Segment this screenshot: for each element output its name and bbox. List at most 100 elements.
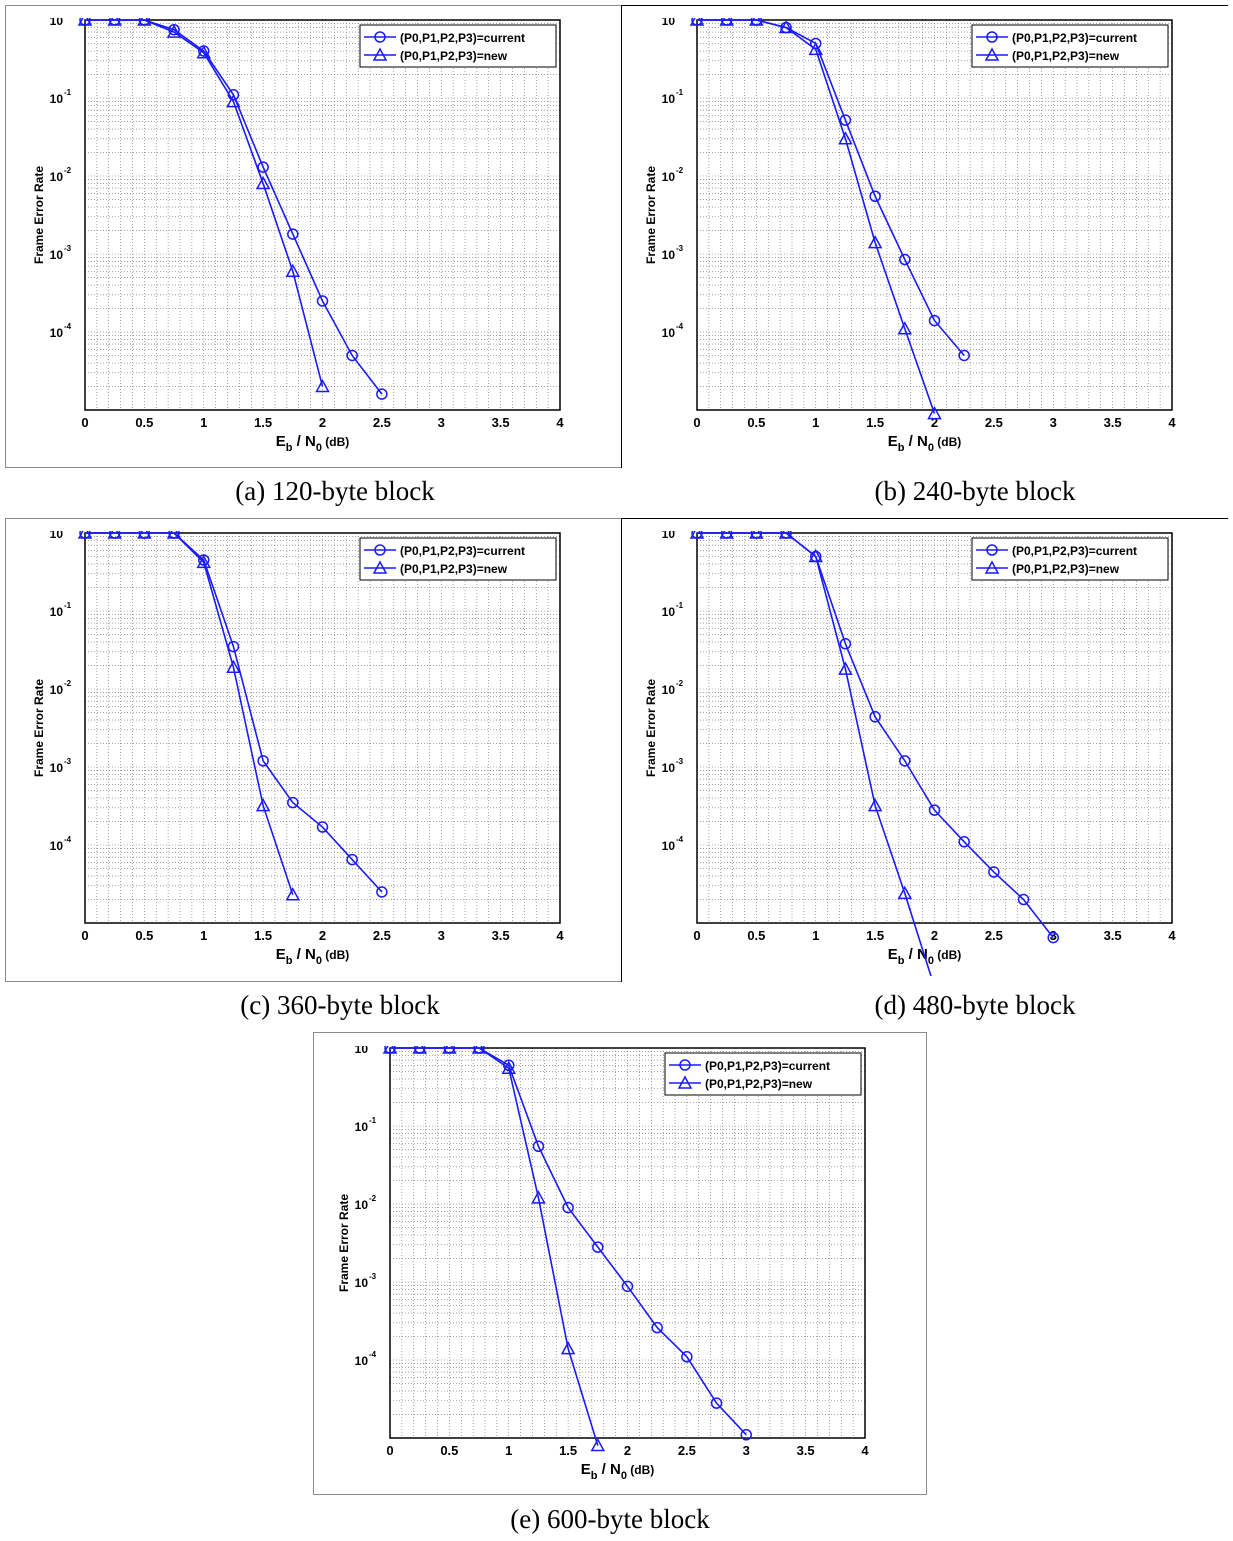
data-point-current xyxy=(839,114,852,126)
x-tick-label: 0.5 xyxy=(135,928,153,943)
legend-marker-current xyxy=(679,1059,691,1071)
data-point-new xyxy=(196,45,212,59)
x-tick-label: 2.5 xyxy=(373,928,391,943)
data-point-new xyxy=(226,659,241,674)
data-point-current xyxy=(562,1201,574,1214)
data-point-new xyxy=(897,321,913,335)
y-tick-label: 10 xyxy=(355,1276,369,1290)
caption-d: (d) 480-byte block xyxy=(874,990,1076,1020)
grid xyxy=(697,20,1172,410)
data-point-current xyxy=(869,711,881,723)
axes-box xyxy=(696,532,1173,924)
x-tick-label: 3 xyxy=(743,1443,750,1458)
x-tick-label: 1 xyxy=(200,415,207,430)
data-point-new xyxy=(749,18,764,26)
series-line-new xyxy=(390,1047,599,1446)
data-point-current xyxy=(1047,931,1059,944)
data-point-new xyxy=(778,19,794,34)
x-tick-label: 3.5 xyxy=(1104,415,1122,430)
x-tick-label: 3 xyxy=(438,928,445,943)
data-point-new xyxy=(471,1046,487,1054)
data-point-current xyxy=(928,804,941,816)
x-tick-label: 3.5 xyxy=(1104,928,1122,943)
data-point-current xyxy=(740,1429,752,1441)
data-point-new xyxy=(927,406,942,420)
y-tick-exponent: -4 xyxy=(676,322,684,331)
data-point-new xyxy=(166,531,182,539)
legend-marker-new xyxy=(677,1075,693,1089)
x-tick-label: 0 xyxy=(81,415,88,430)
y-tick-label: 10 xyxy=(662,248,676,262)
y-tick-label: 10 xyxy=(662,531,676,541)
x-tick-label: 1.5 xyxy=(866,928,884,943)
axes-box xyxy=(696,19,1173,411)
x-axis-label: Eb / N0 (dB) xyxy=(581,1461,655,1482)
x-tick-label: 0.5 xyxy=(747,928,765,943)
caption-a: (a) 120-byte block xyxy=(235,476,435,506)
data-point-new xyxy=(719,531,734,539)
x-tick-label: 4 xyxy=(556,928,564,943)
chart-panel-e: 00.511.522.533.5410010-110-210-310-4Fram… xyxy=(325,1046,905,1491)
legend-marker-new xyxy=(372,47,388,61)
data-point-current xyxy=(376,388,388,400)
data-point-new xyxy=(107,531,122,539)
y-tick-label: 10 xyxy=(662,839,676,853)
data-point-new xyxy=(749,531,764,539)
legend-entry-new: (P0,P1,P2,P3)=new xyxy=(705,1077,813,1091)
legend-entry-current: (P0,P1,P2,P3)=current xyxy=(400,31,525,45)
chart-d-svg: 00.511.522.533.5410010-110-210-310-4Fram… xyxy=(644,531,1176,976)
x-tick-label: 2.5 xyxy=(985,415,1003,430)
y-tick-label: 10 xyxy=(50,839,64,853)
data-point-current xyxy=(532,1140,545,1153)
data-point-current xyxy=(287,228,299,240)
data-point-current xyxy=(651,1321,663,1334)
data-point-new xyxy=(719,18,734,26)
y-tick-label: 10 xyxy=(662,761,676,775)
grid xyxy=(697,533,1172,923)
data-point-new xyxy=(382,1046,398,1054)
legend-entry-current: (P0,P1,P2,P3)=current xyxy=(1012,31,1137,45)
y-tick-exponent: -1 xyxy=(676,601,684,610)
data-point-new xyxy=(867,798,883,812)
y-tick-exponent: 0 xyxy=(64,531,69,532)
x-tick-label: 2 xyxy=(931,415,938,430)
y-tick-exponent: -3 xyxy=(369,1272,377,1281)
y-tick-exponent: -1 xyxy=(64,88,72,97)
data-point-new xyxy=(560,1341,576,1355)
chart-panel-a: 00.511.522.533.5410010-110-210-310-4Fram… xyxy=(20,18,600,463)
x-tick-label: 3 xyxy=(438,415,445,430)
chart-panel-d: 00.511.522.533.5410010-110-210-310-4Fram… xyxy=(632,531,1212,976)
x-tick-label: 0.5 xyxy=(440,1443,458,1458)
x-tick-label: 1.5 xyxy=(254,415,272,430)
x-axis-label: Eb / N0 (dB) xyxy=(888,433,962,454)
x-tick-label: 2.5 xyxy=(373,415,391,430)
y-axis-label: Frame Error Rate xyxy=(32,679,46,777)
series-line-new xyxy=(697,532,932,976)
panel-e-frame xyxy=(313,1032,927,1495)
x-tick-label: 0 xyxy=(693,415,700,430)
data-point-current xyxy=(869,190,881,203)
x-tick-label: 2.5 xyxy=(678,1443,696,1458)
y-tick-label: 10 xyxy=(50,248,64,262)
series-line-new xyxy=(697,19,936,414)
x-tick-label: 0.5 xyxy=(135,415,153,430)
axes-box xyxy=(84,19,561,411)
y-tick-label: 10 xyxy=(662,170,676,184)
y-tick-exponent: 0 xyxy=(676,531,681,532)
caption-c: (c) 360-byte block xyxy=(240,990,440,1020)
panel-divider-cd xyxy=(621,518,622,982)
x-tick-label: 1 xyxy=(505,1443,512,1458)
data-point-current xyxy=(899,755,911,767)
legend-entry-new: (P0,P1,P2,P3)=new xyxy=(1012,562,1120,576)
data-point-new xyxy=(226,94,241,108)
series-line-new xyxy=(85,19,324,387)
y-tick-exponent: -3 xyxy=(64,244,72,253)
y-tick-exponent: -1 xyxy=(64,601,72,610)
data-point-current xyxy=(592,1241,604,1253)
chart-b-svg: 00.511.522.533.5410010-110-210-310-4Fram… xyxy=(644,18,1176,454)
y-tick-exponent: -3 xyxy=(676,244,684,253)
legend-entry-new: (P0,P1,P2,P3)=new xyxy=(400,49,508,63)
y-tick-label: 10 xyxy=(355,1046,369,1056)
x-tick-label: 2 xyxy=(319,415,326,430)
x-tick-label: 3 xyxy=(1050,928,1057,943)
